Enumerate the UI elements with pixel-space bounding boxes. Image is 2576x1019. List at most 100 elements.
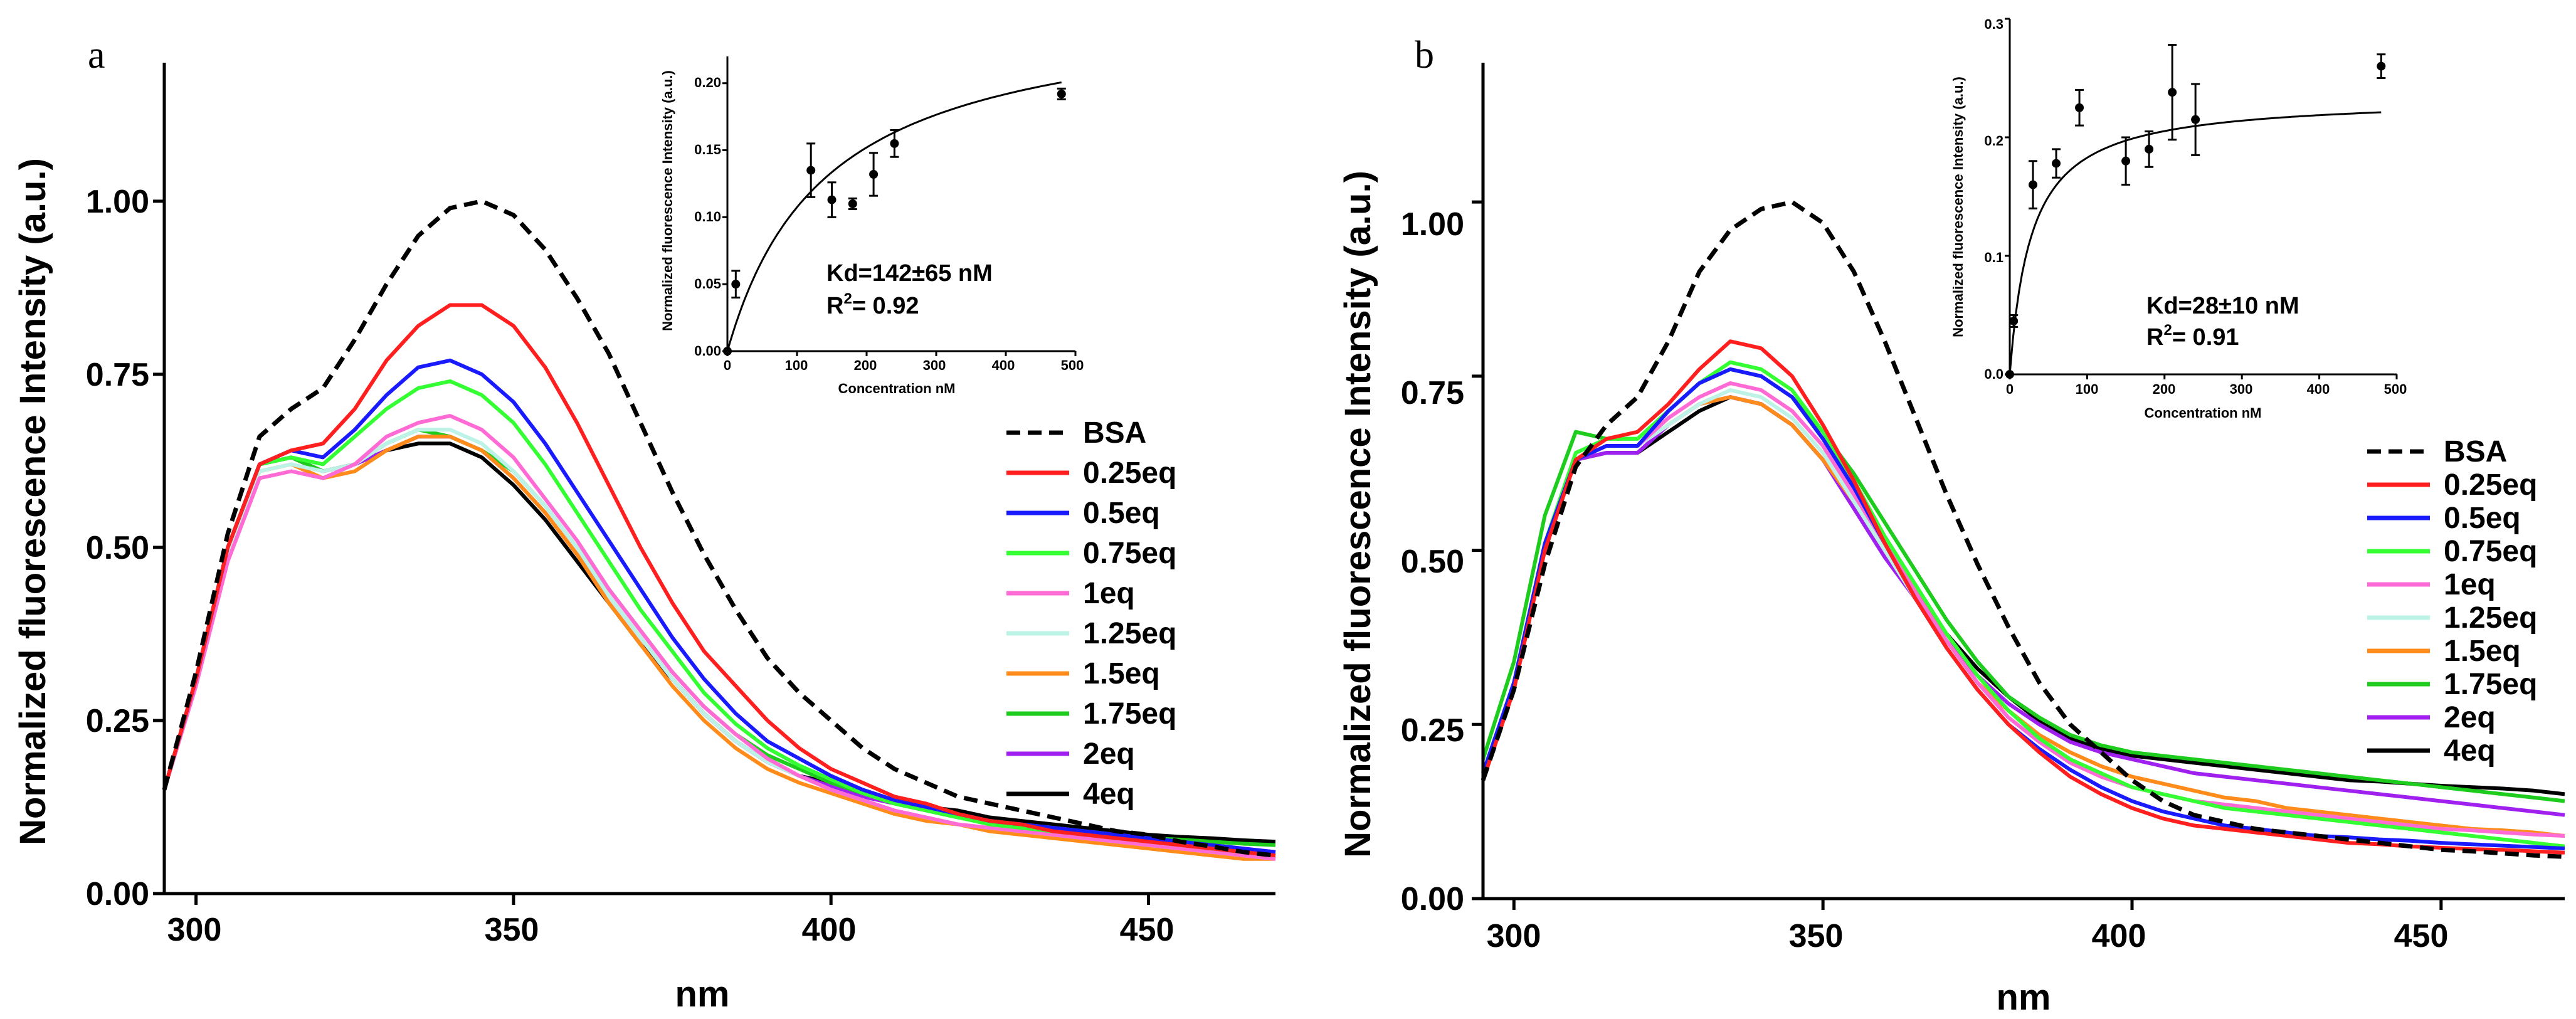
panel-a-legend-label-1-75eq: 1.75eq (1083, 697, 1176, 731)
panel-a-legend-label-0-75eq: 0.75eq (1083, 537, 1176, 570)
panel-b-inset-ytick-02: 0.2 (1984, 133, 2003, 149)
panel-a-legend-label-0-25eq: 0.25eq (1083, 457, 1176, 490)
panel-b-inset-ytick-01: 0.1 (1984, 250, 2003, 265)
panel-a-inset-ytick-010: 0.10 (694, 209, 721, 224)
panel-b-inset-point (2052, 159, 2061, 168)
panel-a-inset-point (869, 170, 879, 179)
panel-a-plot-area (153, 199, 1276, 905)
panel-b-legend: BSA0.25eq0.5eq0.75eq1eq1.25eq1.5eq1.75eq… (2367, 435, 2537, 768)
panel-a-inset-point (848, 199, 857, 208)
panel-a-legend: BSA 0.25eq 0.5eq 0.75eq 1eq 1.25eq 1.5eq 1.75eq… (1006, 416, 1176, 811)
panel-b-legend-label-0-75eq: 0.75eq (2444, 535, 2537, 568)
panel-a: a 300 350 400 450 0.00 0.25 0.50 0.75 1.… (13, 34, 1276, 1015)
panel-a-legend-label-1-25eq: 1.25eq (1083, 617, 1176, 650)
panel-b-series-1eq (1481, 381, 2565, 838)
panel-a-ytick-025: 0.25 (86, 703, 149, 739)
panel-b-label: b (1415, 34, 1434, 77)
panel-b-inset-xtick-500: 500 (2384, 381, 2407, 397)
panel-b-inset-xtick-400: 400 (2307, 381, 2330, 397)
panel-b-ytick-075: 0.75 (1401, 375, 1464, 411)
panel-a-inset-ylabel: Normalized fluorescence Intensity (a.u.) (660, 70, 675, 331)
panel-a-ytick-0: 0.00 (86, 876, 149, 912)
panel-a-inset-xtick-300: 300 (923, 357, 946, 373)
panel-b-legend-label-0-25eq: 0.25eq (2444, 468, 2537, 502)
panel-b-inset-xtick-200: 200 (2153, 381, 2176, 397)
panel-a-label: a (88, 34, 105, 77)
panel-b-xtick-300: 300 (1487, 918, 1541, 954)
panel-b-inset-ytick-03: 0.3 (1984, 16, 2003, 32)
panel-a-inset-kd: Kd=142±65 nM (826, 260, 993, 287)
panel-b-inset-xtick-300: 300 (2230, 381, 2253, 397)
panel-b-legend-label-1-75eq: 1.75eq (2444, 668, 2537, 701)
panel-a-xtick-300: 300 (167, 912, 222, 948)
panel-b-ytick-100: 1.00 (1401, 206, 1464, 243)
panel-a-xlabel: nm (675, 974, 730, 1015)
panel-b-xtick-450: 450 (2394, 918, 2449, 954)
panel-b-xtick-350: 350 (1789, 918, 1844, 954)
panel-a-inset-point (1057, 89, 1066, 98)
panel-b-legend-label-0-5eq: 0.5eq (2444, 502, 2521, 535)
panel-a-legend-label-4eq: 4eq (1083, 778, 1135, 811)
panel-b-legend-label-1-25eq: 1.25eq (2444, 601, 2537, 635)
panel-a-inset-ytick-0: 0.00 (694, 343, 721, 359)
panel-b-inset-plot-area (2005, 18, 2398, 379)
panel-a-inset-r2: R2= 0.92 (826, 290, 919, 319)
panel-b-inset-xlabel: Concentration nM (2145, 405, 2262, 421)
panel-b-ytick-050: 0.50 (1401, 544, 1464, 580)
panel-b-inset-kd: Kd=28±10 nM (2146, 293, 2299, 319)
panel-a-inset-xtick-400: 400 (992, 357, 1015, 373)
panel-a-legend-label-1-5eq: 1.5eq (1083, 657, 1160, 690)
panel-a-series-1eq (162, 414, 1276, 861)
panel-a-ylabel: Normalized fluorescence Intensity (a.u.) (13, 158, 53, 845)
panel-a-series-0-25eq (162, 303, 1276, 858)
panel-a-legend-label-2eq: 2eq (1083, 737, 1135, 771)
panel-b-inset-point (2145, 144, 2154, 154)
panel-b-series-0-25eq (1481, 339, 2565, 855)
panel-a-inset-ytick-005: 0.05 (694, 276, 721, 292)
panel-b-legend-label-1eq: 1eq (2444, 568, 2496, 601)
panel-b-inset-xtick-0: 0 (2006, 381, 2014, 397)
panel-b-series-bsa (1481, 199, 2565, 859)
panel-a-series-bsa (162, 199, 1276, 858)
panel-a-inset-xtick-200: 200 (854, 357, 877, 373)
panel-b-legend-label-bsa: BSA (2444, 435, 2507, 468)
panel-a-ytick-100: 1.00 (86, 184, 149, 220)
panel-a-xtick-450: 450 (1120, 912, 1175, 948)
panel-b-inset-point (2075, 103, 2084, 112)
panel-b-inset-point (2029, 180, 2038, 189)
panel-b-ytick-025: 0.25 (1401, 712, 1464, 749)
panel-b-inset: 0 100 200 300 400 500 0.0 0.1 0.2 0.3 Co… (1950, 16, 2407, 421)
panel-a-legend-label-0-5eq: 0.5eq (1083, 497, 1160, 530)
panel-b-inset-point (2191, 115, 2200, 124)
panel-a-legend-label-1eq: 1eq (1083, 577, 1135, 610)
panel-a-legend-label-bsa: BSA (1083, 416, 1146, 450)
panel-b-inset-point (2377, 61, 2386, 71)
panel-b-inset-ylabel: Normalized fluorescence Intensity (a.u.) (1950, 77, 1966, 337)
panel-a-inset-point (827, 195, 837, 204)
panel-b-xlabel: nm (1997, 977, 2051, 1018)
panel-a-ytick-075: 0.75 (86, 357, 149, 393)
panel-a-inset-xtick-100: 100 (785, 357, 808, 373)
panel-a-inset-point (890, 139, 899, 148)
panel-b-inset-point (2009, 316, 2019, 325)
panel-b-inset-point (2121, 156, 2131, 166)
panel-a-xtick-400: 400 (802, 912, 857, 948)
panel-a-series-0-5eq (162, 358, 1276, 854)
panel-a-inset-ytick-015: 0.15 (694, 142, 721, 157)
panel-b-inset-xtick-100: 100 (2076, 381, 2099, 397)
panel-b-ylabel: Normalized fluorescence Intensity (a.u.) (1338, 171, 1378, 858)
panel-a-series-1-5eq (162, 435, 1275, 861)
panel-b-xtick-400: 400 (2092, 918, 2146, 954)
panel-b-ytick-0: 0.00 (1401, 881, 1464, 917)
panel-a-inset-point (806, 166, 816, 175)
panel-b-plot-area (1472, 199, 2565, 910)
panel-b-series-1-25eq (1481, 388, 2565, 838)
panel-b-legend-label-1-5eq: 1.5eq (2444, 635, 2521, 668)
panel-b-legend-label-2eq: 2eq (2444, 701, 2496, 734)
panel-b-inset-r2: R2= 0.91 (2146, 322, 2239, 351)
panel-b-inset-point (2168, 88, 2177, 97)
panel-a-inset-ytick-020: 0.20 (694, 75, 721, 90)
panel-a-xtick-350: 350 (485, 912, 539, 948)
panel-a-inset: 0 100 200 300 400 500 0.00 0.05 0.10 0.1… (660, 56, 1084, 396)
